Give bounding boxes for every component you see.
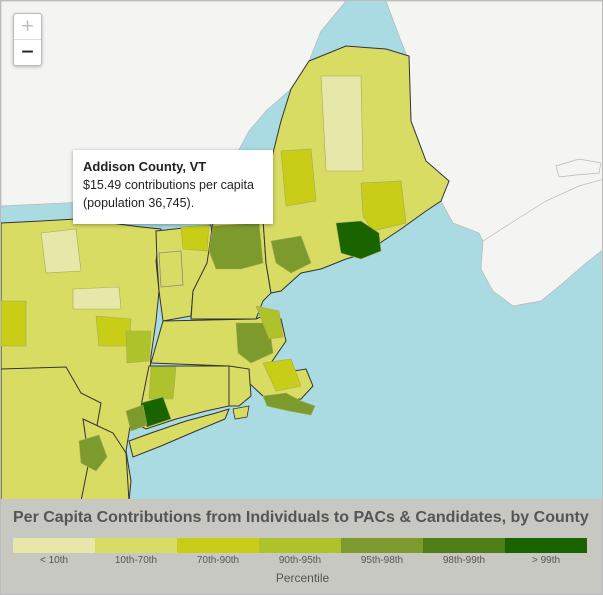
county-ma-4[interactable] — [262, 358, 302, 392]
tooltip-title: Addison County, VT — [83, 159, 207, 174]
zoom-out-button[interactable]: − — [20, 42, 35, 62]
legend-swatch — [341, 538, 423, 553]
legend-axis-title: Percentile — [275, 571, 330, 585]
tooltip-population: (population 36,745). — [83, 196, 195, 210]
county-me-1[interactable] — [320, 75, 364, 172]
legend-swatch — [423, 538, 505, 553]
county-me-hancock[interactable] — [335, 220, 382, 260]
legend-panel: Per Capita Contributions from Individual… — [1, 499, 602, 594]
marthas-vineyard[interactable] — [232, 405, 250, 420]
choropleth-map[interactable] — [1, 1, 603, 501]
county-me-4[interactable] — [280, 148, 317, 207]
legend-label: 90th-95th — [278, 555, 322, 566]
county-addison-vt[interactable] — [158, 250, 184, 288]
county-ny-2[interactable] — [72, 286, 122, 310]
zoom-control: + − — [13, 13, 42, 66]
county-ny-5[interactable] — [125, 330, 152, 364]
county-ny-1[interactable] — [40, 228, 82, 274]
county-ny-3[interactable] — [1, 300, 27, 347]
county-vt-2[interactable] — [180, 224, 210, 252]
legend-swatch — [95, 538, 177, 553]
county-nh-1[interactable] — [208, 222, 264, 270]
legend-label: 10th-70th — [114, 555, 158, 566]
legend-swatch — [13, 538, 95, 553]
legend-title: Per Capita Contributions from Individual… — [13, 509, 589, 526]
county-ma-2[interactable] — [255, 305, 284, 340]
legend-label: 98th-99th — [442, 555, 486, 566]
legend-label: 95th-98th — [360, 555, 404, 566]
legend-swatch — [505, 538, 587, 553]
county-me-3[interactable] — [270, 235, 312, 274]
county-nj-1[interactable] — [78, 434, 108, 472]
county-tooltip: Addison County, VT $15.49 contributions … — [73, 150, 273, 224]
county-ct-hartford[interactable] — [148, 366, 177, 400]
county-ma-barnstable[interactable] — [262, 392, 316, 416]
legend-swatches — [13, 538, 587, 553]
legend-labels: < 10th 10th-70th 70th-90th 90th-95th 95t… — [13, 555, 587, 566]
county-ct-3[interactable] — [125, 404, 148, 432]
nova-scotia-land — [480, 179, 602, 307]
legend-label: < 10th — [39, 555, 69, 566]
legend-swatch — [259, 538, 341, 553]
zoom-in-button[interactable]: + — [14, 14, 41, 40]
county-me-2[interactable] — [360, 180, 407, 232]
pei-land — [555, 158, 602, 178]
legend-label: 70th-90th — [196, 555, 240, 566]
tooltip-contribution: $15.49 contributions per capita — [83, 178, 254, 192]
long-island[interactable] — [128, 408, 230, 458]
state-rhode-island[interactable] — [228, 365, 252, 407]
legend-label: > 99th — [531, 555, 561, 566]
legend-swatch — [177, 538, 259, 553]
